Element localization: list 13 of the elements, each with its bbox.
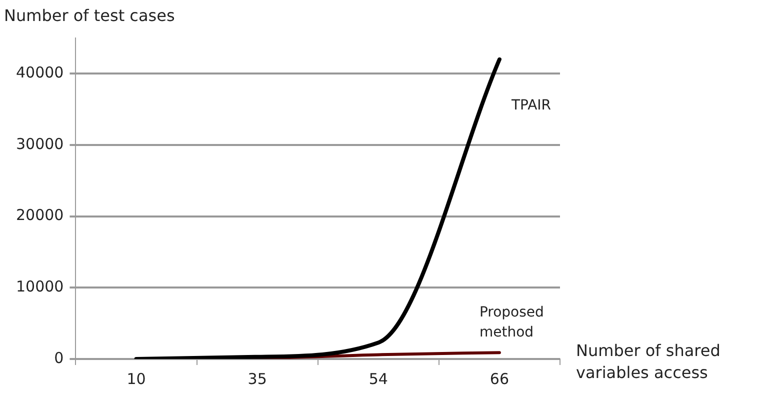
y-tick-label: 30000 (16, 134, 64, 153)
x-tick-label: 35 (248, 370, 267, 388)
y-tick-label: 10000 (16, 278, 64, 296)
series-label: TPAIR (510, 97, 552, 114)
y-tick-label: 0 (54, 348, 64, 367)
y-tick-label: 20000 (16, 206, 64, 224)
y-axis-title: Number of test cases (4, 6, 175, 25)
y-tick-label: 40000 (16, 64, 64, 82)
x-tick-label: 66 (490, 370, 510, 388)
x-axis-title: Number of shared variables access (576, 340, 722, 384)
x-tick-label: 54 (368, 370, 388, 388)
series-label: Proposed method (479, 304, 544, 341)
x-tick-label: 10 (126, 370, 146, 388)
